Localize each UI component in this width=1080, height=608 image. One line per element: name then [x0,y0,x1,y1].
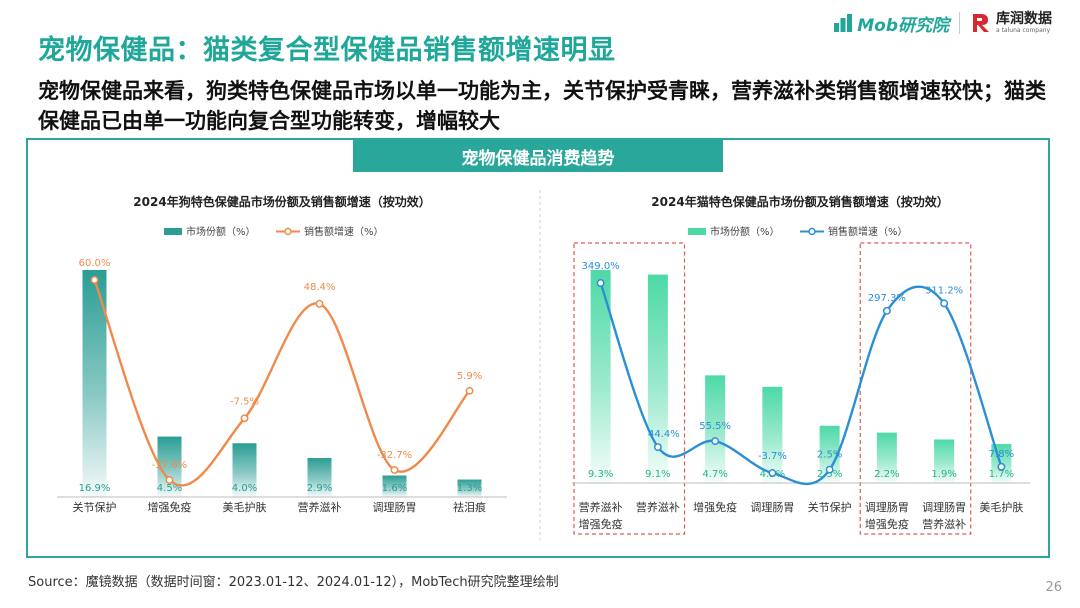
cat-chart-growth-point-6 [940,299,949,308]
dog-chart-legend-bar-label: 市场份额（%） [186,225,256,238]
dog-chart-growth-label-3: 48.4% [304,282,336,293]
cat-chart-title: 2024年猫特色保健品市场份额及销售额增速（按功效） [651,194,948,209]
mob-logo-text: Mob研究院 [857,15,949,36]
dog-chart-growth-point-2 [240,414,249,423]
cat-chart-growth-point-5 [882,306,891,315]
page-number: 26 [1045,580,1062,595]
dog-chart-growth-label-2: -7.5% [230,396,259,407]
cat-chart-bar-label-7: 1.7% [989,469,1014,480]
cat-chart-highlight-box-1 [859,242,972,535]
dog-chart-growth-label-1: -37.6% [152,460,187,471]
cat-chart-growth-point-7 [997,462,1006,471]
mob-bars-icon [834,14,853,32]
cat-chart-bar-label-0: 9.3% [588,469,613,480]
cat-chart-growth-point-0 [596,279,605,287]
dog-chart-category-label-3: 营养滋补 [298,500,342,514]
dog-chart-growth-label-5: 5.9% [457,371,482,382]
dog-chart-bar-label-0: 16.9% [79,483,111,494]
cat-chart-bar-label-4: 2.5% [817,469,842,480]
cat-chart-growth-label-4: 2.5% [817,450,842,461]
dog-chart-bar-label-3: 2.9% [307,483,332,494]
cat-chart-category-label-2: 增强免疫 [693,500,737,514]
cat-chart-category-label-3: 调理肠胃 [750,501,794,514]
kr-logo-name: 库润数据 [996,11,1052,27]
dog-chart-growth-point-3 [315,299,324,308]
dog-chart-bar-4 [382,475,407,497]
cat-chart-growth-label-7: 7.8% [989,449,1014,460]
source-note: Source：魔镜数据（数据时间窗：2023.01-12、2024.01-12）… [28,575,559,590]
cat-chart-bar-label-5: 2.2% [874,469,899,480]
dog-chart-legend-line-marker [284,227,292,236]
cat-chart-category-label-0-1: 增强免疫 [579,517,623,531]
cat-chart-category-label-1: 营养滋补 [636,500,680,514]
cat-chart-category-label-6-0: 调理肠胃 [922,501,966,514]
dog-chart-category-label-1: 增强免疫 [148,500,192,514]
cat-chart-legend-bar-swatch [688,228,706,235]
cat-chart-highlight-box-0 [573,242,686,535]
dog-chart-growth-point-1 [165,476,174,484]
cat-chart-growth-label-3: -3.7% [758,451,787,462]
kr-logo-tagline: a taluna company [996,27,1051,34]
cat-chart-bar-4 [819,425,840,483]
cat-chart-growth-point-4 [825,465,834,474]
dog-chart-growth-point-4 [390,466,399,474]
dog-chart-bar-label-4: 1.6% [382,483,407,494]
dog-chart-growth-point-0 [90,276,99,284]
dog-chart-bar-label-2: 4.0% [232,483,257,494]
page-subtitle: 宠物保健品来看，狗类特色保健品市场以单一功能为主，关节保护受青睐，营养滋补类销售… [38,79,1046,133]
dog-chart-growth-line [93,279,471,487]
dog-chart-growth-label-0: 60.0% [79,258,111,269]
dog-chart-bar-2 [232,443,257,497]
chart-panel [26,138,1050,558]
dog-chart-title: 2024年狗特色保健品市场份额及销售额增速（按功效） [133,194,430,209]
kr-logo: 库润数据 a taluna company [970,12,1052,34]
dog-chart-growth-point-5 [465,386,474,395]
cat-chart-growth-label-1: 44.4% [648,429,680,440]
dog-chart-legend-bar-swatch [164,228,182,235]
cat-chart-growth-label-6: 311.2% [925,285,963,296]
cat-chart-category-label-7: 美毛护肤 [979,500,1023,514]
kr-mark-icon [973,14,989,32]
dog-chart-category-label-2: 美毛护肤 [223,500,267,514]
cat-chart-category-label-5-0: 调理肠胃 [865,501,909,514]
cat-chart-category-label-6-1: 营养滋补 [922,517,966,531]
dog-chart-category-label-5: 祛泪痕 [453,500,486,514]
cat-chart-bar-label-2: 4.7% [702,469,727,480]
mob-logo: Mob研究院 [833,11,949,36]
dog-chart-legend-line-label: 销售额增速（%） [304,225,384,238]
cat-chart-legend-line-marker [808,227,816,236]
cat-chart-bar-2 [705,375,726,483]
cat-chart-bar-3 [762,386,783,483]
dog-chart-category-label-0: 关节保护 [73,500,117,514]
cat-chart-growth-point-3 [768,469,777,477]
dog-chart-growth-label-4: -32.7% [377,450,412,461]
dog-chart-bar-1 [157,436,182,497]
cat-chart-bar-5 [876,432,897,483]
cat-chart-growth-label-2: 55.5% [699,421,731,432]
cat-chart-category-label-5-1: 增强免疫 [865,517,909,531]
dog-chart-bar-5 [457,479,482,497]
cat-chart-growth-point-1 [653,443,662,452]
dog-chart-bar-label-1: 4.5% [157,483,182,494]
cat-chart-growth-label-0: 349.0% [582,261,620,272]
cat-chart-category-label-0-0: 营养滋补 [579,500,623,514]
dog-chart-bar-label-5: 1.3% [457,483,482,494]
cat-chart-growth-label-5: 297.3% [868,293,906,304]
cat-chart-growth-point-2 [711,437,720,446]
cat-chart-bar-0 [590,270,611,483]
cat-chart-legend-line-label: 销售额增速（%） [828,225,908,238]
page-title: 宠物保健品：猫类复合型保健品销售额增速明显 [38,35,616,66]
panel-header: 宠物保健品消费趋势 [353,140,723,172]
dog-chart-bar-3 [307,458,332,497]
logo-divider [959,12,960,34]
cat-chart-bar-label-1: 9.1% [645,469,670,480]
cat-chart-bar-1 [647,274,668,483]
cat-chart-bar-6 [934,439,955,483]
dog-chart-category-label-4: 调理肠胃 [373,501,417,514]
cat-chart-bar-label-6: 1.9% [931,469,956,480]
logo-area: Mob研究院 库润数据 a taluna company [833,8,1052,38]
cat-chart-legend-bar-label: 市场份额（%） [710,225,780,238]
cat-chart-category-label-4: 关节保护 [808,500,852,514]
